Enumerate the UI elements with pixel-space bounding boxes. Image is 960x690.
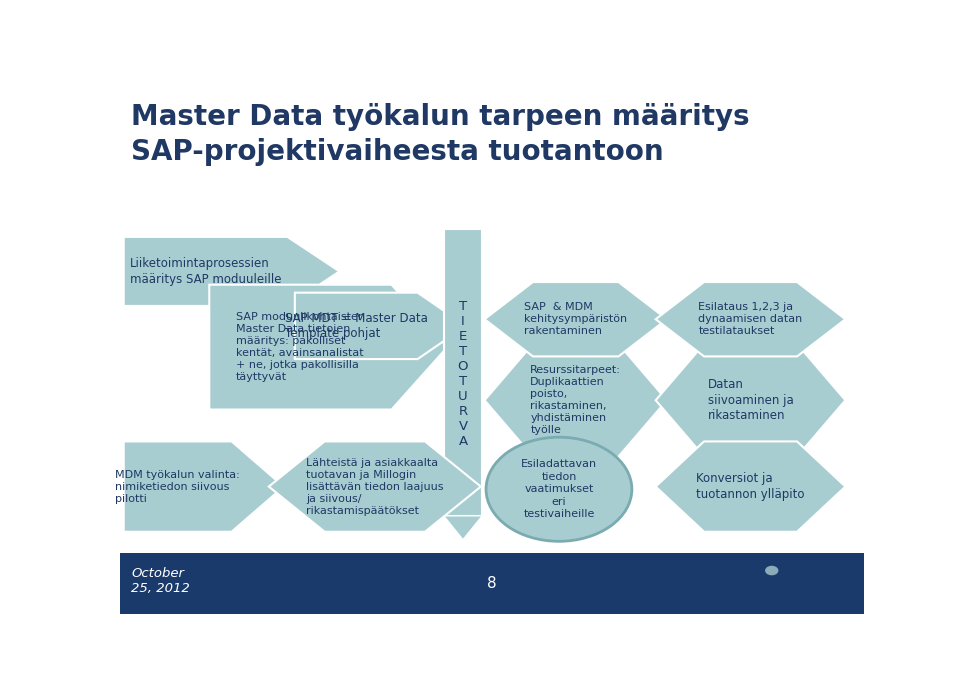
Text: og: og [754,566,804,601]
Bar [444,229,482,516]
Text: SAP moduulikohtaisten
Master Data tietojen
määritys: pakolliset
kentät, avainsan: SAP moduulikohtaisten Master Data tietoj… [236,312,365,382]
Text: October
25, 2012: October 25, 2012 [132,567,190,595]
Polygon shape [295,293,466,359]
Polygon shape [209,285,447,410]
Text: Datan
siivoaminen ja
rikastaminen: Datan siivoaminen ja rikastaminen [708,378,793,422]
Text: SAP  & MDM
kehitysympäristön
rakentaminen: SAP & MDM kehitysympäristön rakentaminen [524,302,627,336]
Text: Konversiot ja
tuotannon ylläpito: Konversiot ja tuotannon ylläpito [696,473,804,501]
Polygon shape [269,442,481,532]
Circle shape [486,437,632,542]
Polygon shape [656,335,846,465]
Text: Lähteistä ja asiakkaalta
tuotavan ja Millogin
lisättävän tiedon laajuus
ja siivo: Lähteistä ja asiakkaalta tuotavan ja Mil… [306,457,444,515]
Text: Esilataus 1,2,3 ja
dynaamisen datan
testilataukset: Esilataus 1,2,3 ja dynaamisen datan test… [699,302,803,336]
Polygon shape [444,516,482,540]
Polygon shape [485,282,667,357]
Text: Mill: Mill [711,566,784,601]
Text: Resurssitarpeet:
Duplikaattien
poisto,
rikastaminen,
yhdistäminen
työlle: Resurssitarpeet: Duplikaattien poisto, r… [530,365,621,435]
Text: SAP-projektivaiheesta tuotantoon: SAP-projektivaiheesta tuotantoon [132,138,663,166]
Bar [120,553,864,614]
Text: Liiketoimintaprosessien
määritys SAP moduuleille: Liiketoimintaprosessien määritys SAP mod… [130,257,281,286]
Text: Esiladattavan
tiedon
vaatimukset
eri
testivaiheille: Esiladattavan tiedon vaatimukset eri tes… [521,460,597,519]
Polygon shape [485,335,667,465]
Text: SAP MDT = Master Data
Template pohjat: SAP MDT = Master Data Template pohjat [285,312,427,340]
Polygon shape [124,237,340,306]
Polygon shape [124,442,284,532]
Text: T
I
E
T
O
T
U
R
V
A: T I E T O T U R V A [458,299,468,448]
Text: 8: 8 [487,576,497,591]
Circle shape [765,566,779,575]
Text: Master Data työkalun tarpeen määritys: Master Data työkalun tarpeen määritys [132,104,750,131]
Polygon shape [656,442,846,532]
Text: MDM työkalun valinta:
nimiketiedon siivous
pilotti: MDM työkalun valinta: nimiketiedon siivo… [115,470,240,504]
Polygon shape [656,282,846,357]
